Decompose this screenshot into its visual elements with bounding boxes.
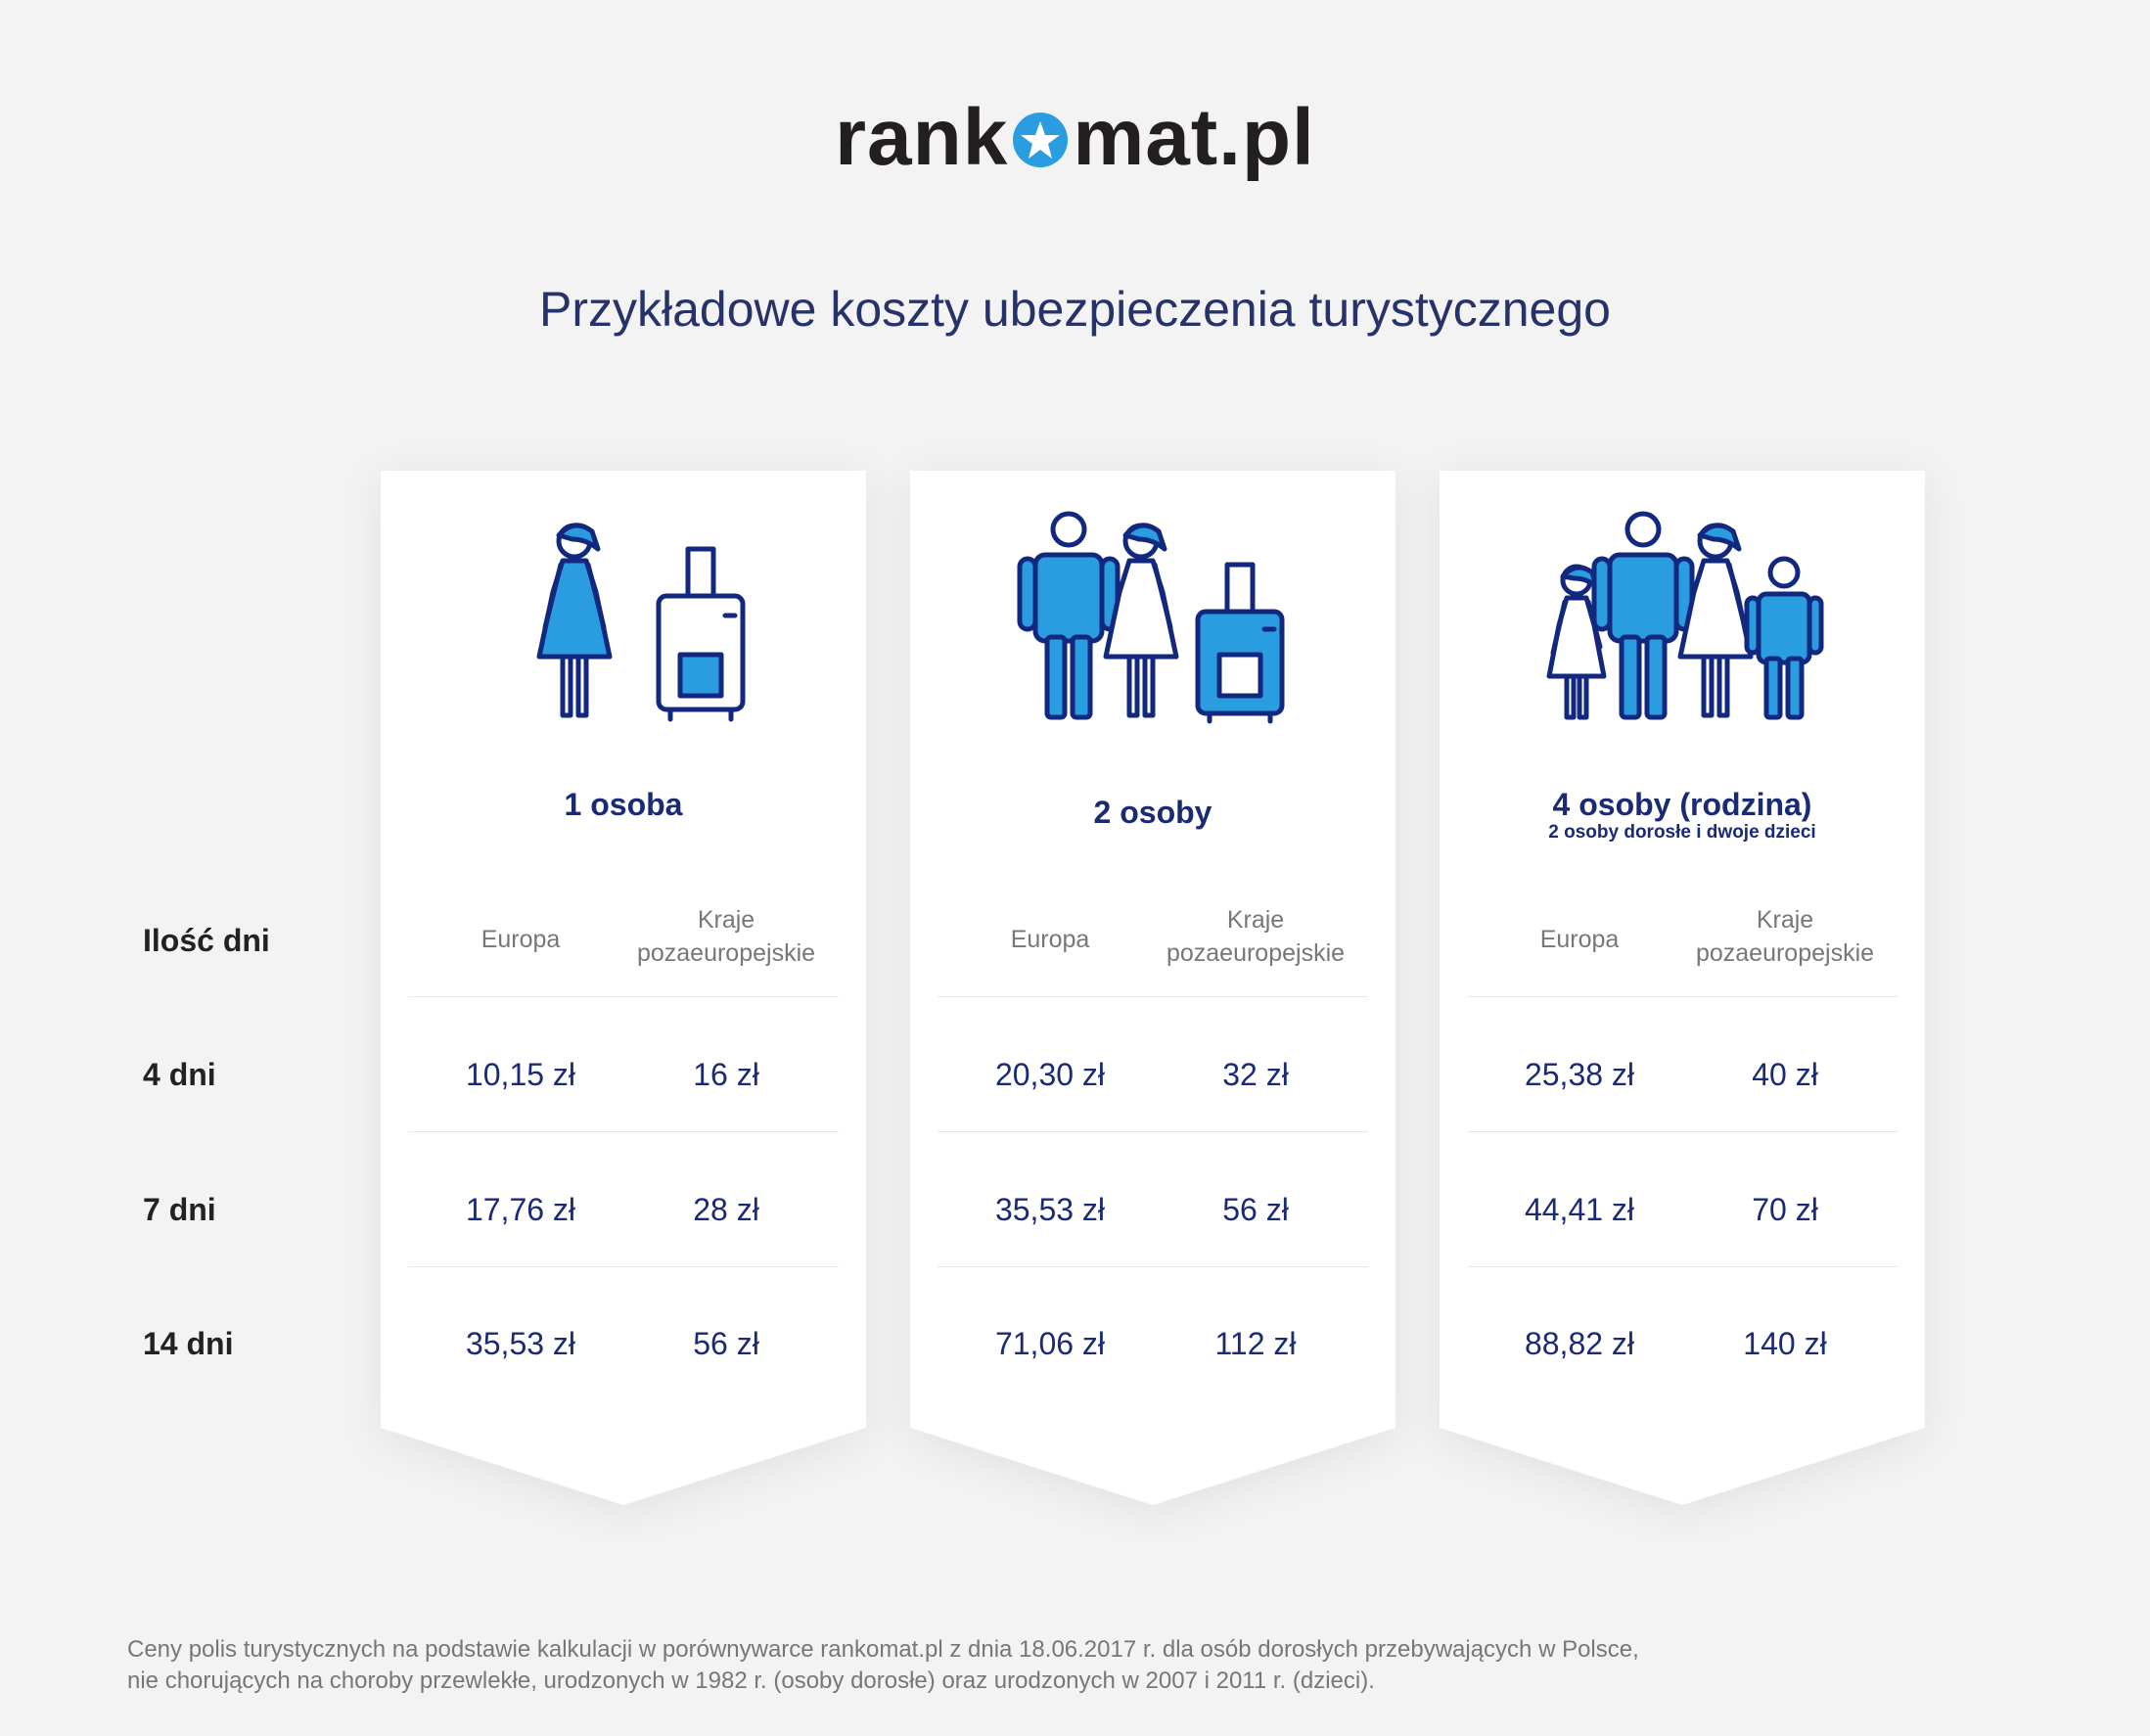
row-header: Ilość dni	[143, 923, 270, 958]
card-1-osoba: 1 osoba Europa Kraje pozaeuropejskie 10,1…	[381, 471, 866, 1505]
star-icon	[1013, 113, 1069, 167]
column-header-line: pozaeuropejskie	[636, 939, 816, 967]
price-cell: 71,06 zł	[994, 1326, 1106, 1361]
card-background	[910, 471, 1395, 1505]
divider	[938, 996, 1368, 997]
row-label: 14 dni	[143, 1326, 234, 1361]
column-header-europa: Europa	[480, 926, 561, 953]
column-header-kraje-pozaeuropejskie: Kraje pozaeuropejskie	[628, 903, 824, 970]
divider	[1467, 1131, 1898, 1132]
price-cell: 70 zł	[1752, 1192, 1818, 1227]
column-header-line: Kraje	[1226, 906, 1285, 934]
card-4-osoby-rodzina: 4 osoby (rodzina) 2 osoby dorosłe i dwoj…	[1440, 471, 1925, 1505]
card-title: 2 osoby	[1093, 795, 1212, 830]
footnote-line: nie chorujących na choroby przewlekłe, u…	[127, 1667, 1375, 1694]
brand-logo: rank mat.pl	[0, 94, 2150, 182]
logo-text-start: rank	[835, 93, 1009, 182]
card-title: 4 osoby (rodzina)	[1552, 787, 1812, 822]
footnote-line: Ceny polis turystycznych na podstawie ka…	[127, 1636, 1639, 1663]
price-cell: 20,30 zł	[994, 1057, 1106, 1092]
divider	[1467, 1266, 1898, 1267]
price-cell: 56 zł	[693, 1326, 759, 1361]
family-icon	[1546, 511, 1824, 720]
row-label: 7 dni	[143, 1192, 216, 1227]
card-background	[381, 471, 866, 1505]
column-header-europa: Europa	[1539, 926, 1620, 953]
price-cell: 17,76 zł	[465, 1192, 576, 1227]
divider	[408, 1131, 839, 1132]
divider	[408, 1266, 839, 1267]
divider	[1467, 996, 1898, 997]
price-cell: 40 zł	[1752, 1057, 1818, 1092]
divider	[408, 996, 839, 997]
column-header-europa: Europa	[1010, 926, 1090, 953]
price-cell: 112 zł	[1214, 1326, 1297, 1361]
row-label: 4 dni	[143, 1057, 216, 1092]
couple-with-suitcase-icon	[1017, 511, 1285, 724]
card-subtitle: 2 osoby dorosłe i dwoje dzieci	[1548, 822, 1816, 843]
price-cell: 28 zł	[693, 1192, 759, 1227]
price-cell: 56 zł	[1222, 1192, 1289, 1227]
column-header-line: Kraje	[697, 906, 755, 934]
price-cell: 140 zł	[1743, 1326, 1827, 1361]
column-header-kraje-pozaeuropejskie: Kraje pozaeuropejskie	[1687, 903, 1883, 970]
price-cell: 25,38 zł	[1524, 1057, 1635, 1092]
column-header-line: pozaeuropejskie	[1695, 939, 1875, 967]
column-header-line: Kraje	[1756, 906, 1814, 934]
price-cell: 35,53 zł	[465, 1326, 576, 1361]
column-header-line: pozaeuropejskie	[1166, 939, 1346, 967]
price-cell: 10,15 zł	[465, 1057, 576, 1092]
card-background	[1440, 471, 1925, 1505]
logo-text-end: mat.pl	[1073, 93, 1315, 182]
footnote: Ceny polis turystycznych na podstawie ka…	[127, 1634, 2036, 1697]
price-cell: 32 zł	[1222, 1057, 1289, 1092]
card-title: 1 osoba	[564, 787, 683, 822]
price-cell: 44,41 zł	[1524, 1192, 1635, 1227]
column-header-kraje-pozaeuropejskie: Kraje pozaeuropejskie	[1158, 903, 1353, 970]
divider	[938, 1266, 1368, 1267]
page-title: Przykładowe koszty ubezpieczenia turysty…	[539, 282, 1611, 337]
price-cell: 88,82 zł	[1524, 1326, 1635, 1361]
divider	[938, 1131, 1368, 1132]
price-cell: 35,53 zł	[994, 1192, 1106, 1227]
woman-with-suitcase-icon	[536, 523, 746, 722]
card-2-osoby: 2 osoby Europa Kraje pozaeuropejskie 20,3…	[910, 471, 1395, 1505]
price-cell: 16 zł	[693, 1057, 759, 1092]
